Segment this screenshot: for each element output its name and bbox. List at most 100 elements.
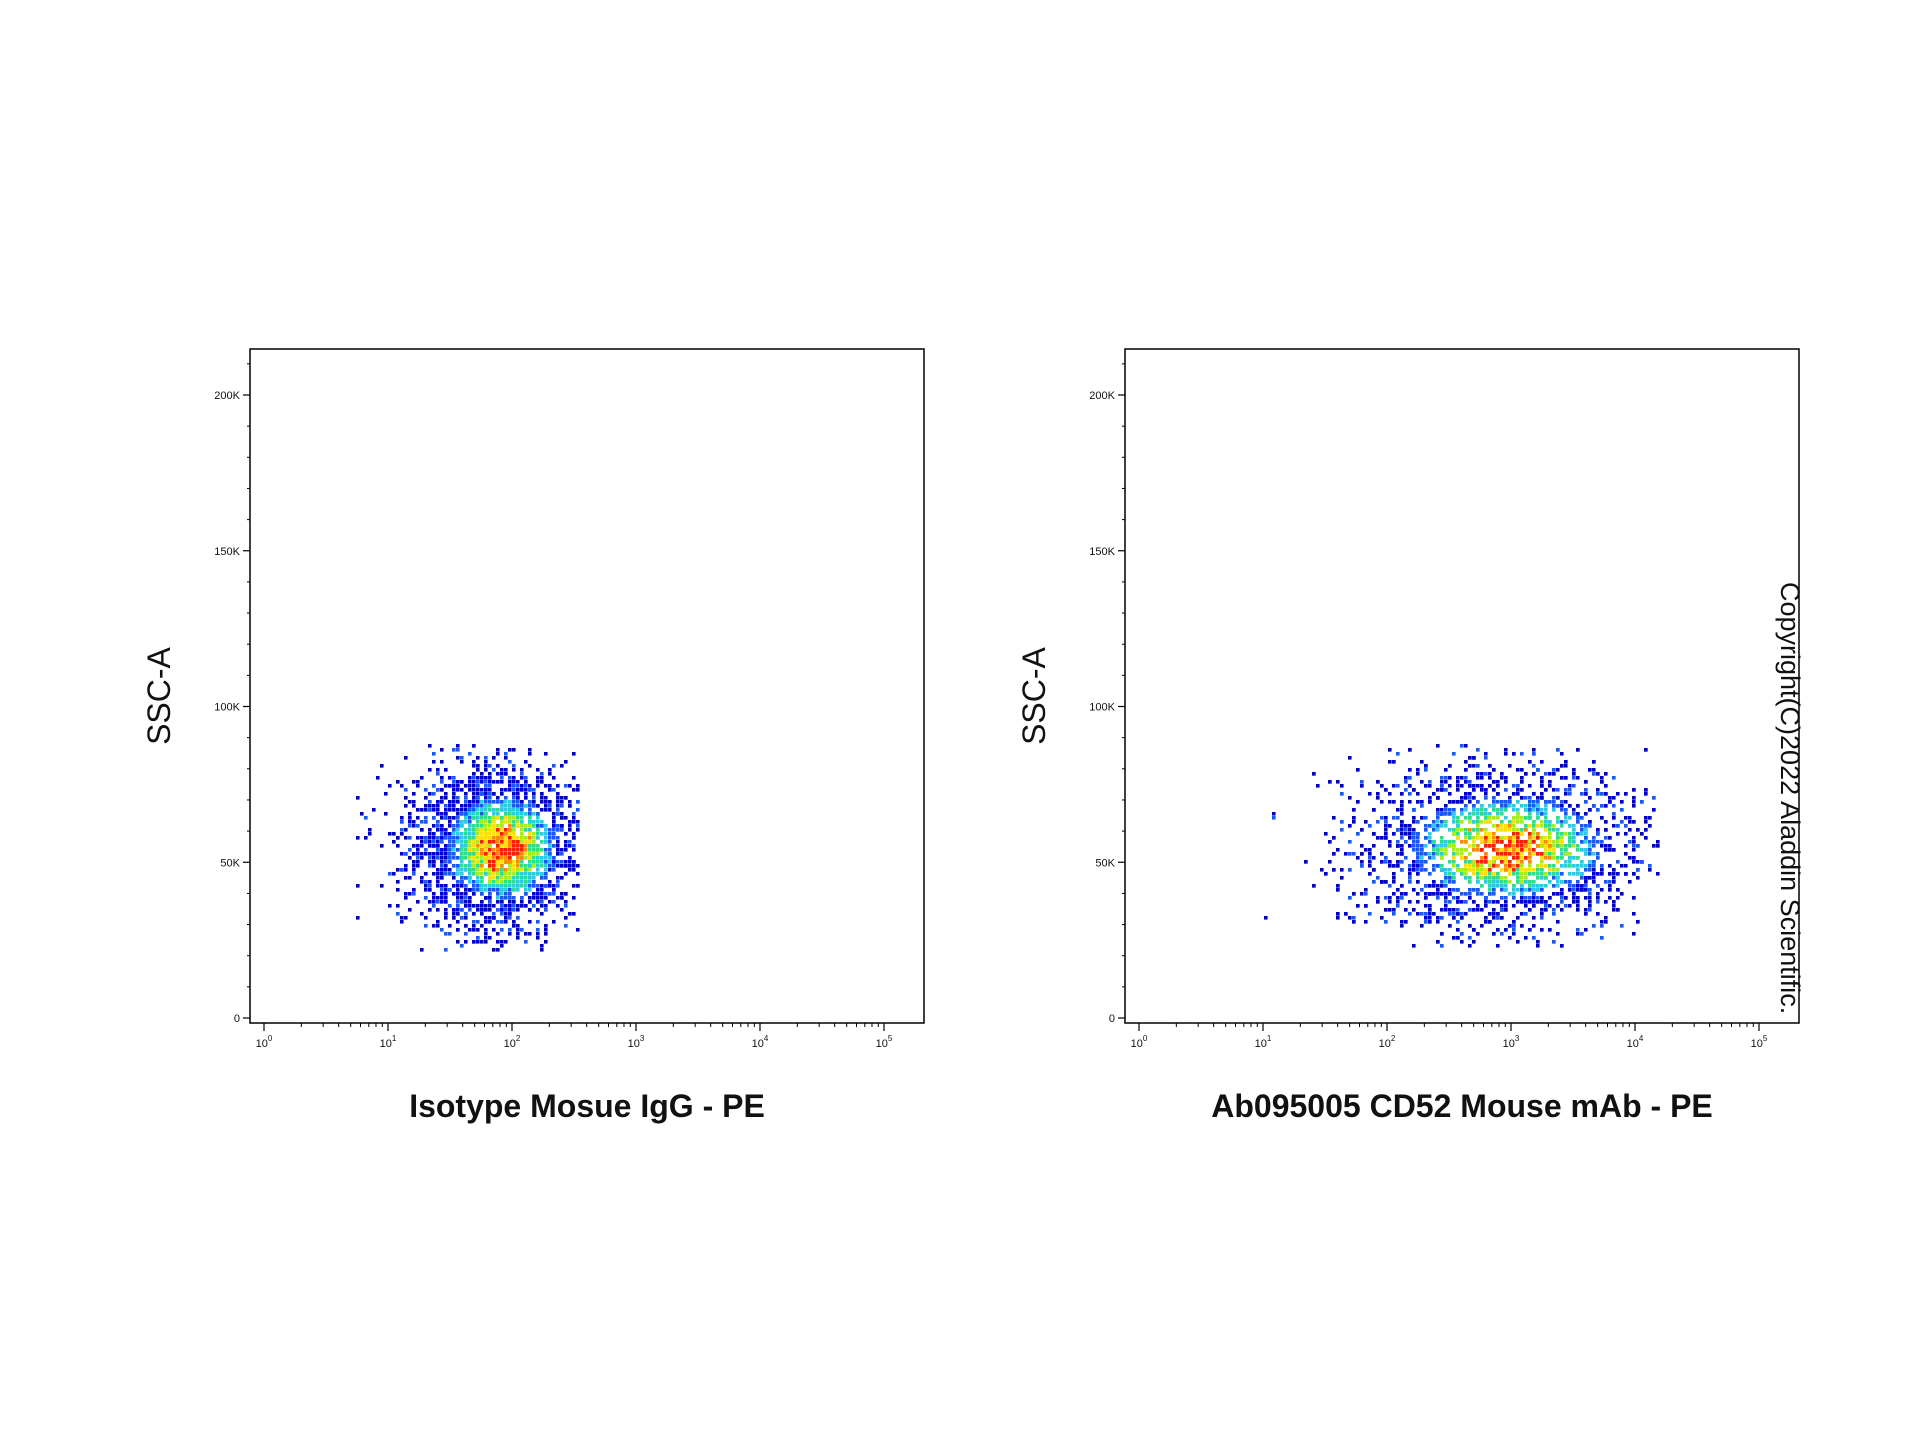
cd52-event-dot — [1560, 752, 1564, 756]
cd52-event-dot — [1400, 860, 1404, 864]
cd52-event-dot — [1484, 796, 1488, 800]
cd52-event-dot — [1512, 824, 1516, 828]
cd52-event-dot — [1556, 868, 1560, 872]
isotype-event-dot — [536, 884, 540, 888]
cd52-event-dot — [1428, 780, 1432, 784]
isotype-event-dot — [440, 860, 444, 864]
isotype-event-dot — [544, 932, 548, 936]
isotype-event-dot — [524, 812, 528, 816]
isotype-event-dot — [536, 836, 540, 840]
isotype-event-dot — [508, 812, 512, 816]
isotype-event-dot — [508, 892, 512, 896]
cd52-event-dot — [1364, 888, 1368, 892]
cd52-event-dot — [1588, 868, 1592, 872]
isotype-event-dot — [476, 872, 480, 876]
cd52-event-dot — [1592, 804, 1596, 808]
isotype-y-tick-label: 150K — [214, 546, 240, 558]
cd52-event-dot — [1340, 820, 1344, 824]
isotype-event-dot — [464, 940, 468, 944]
cd52-event-dot — [1548, 836, 1552, 840]
cd52-event-dot — [1556, 836, 1560, 840]
cd52-event-dot — [1560, 840, 1564, 844]
isotype-event-dot — [516, 872, 520, 876]
cd52-event-dot — [1524, 904, 1528, 908]
isotype-y-tick-label: 100K — [214, 702, 240, 714]
isotype-event-dot — [516, 876, 520, 880]
isotype-event-dot — [484, 816, 488, 820]
isotype-event-dot — [520, 848, 524, 852]
isotype-event-dot — [520, 852, 524, 856]
cd52-event-dot — [1516, 916, 1520, 920]
isotype-event-dot — [488, 888, 492, 892]
isotype-event-dot — [516, 856, 520, 860]
cd52-event-dot — [1452, 820, 1456, 824]
cd52-event-dot — [1504, 844, 1508, 848]
isotype-event-dot — [548, 852, 552, 856]
cd52-event-dot — [1608, 800, 1612, 804]
cd52-event-dot — [1380, 916, 1384, 920]
isotype-event-dot — [524, 828, 528, 832]
cd52-event-dot — [1576, 872, 1580, 876]
cd52-event-dot — [1568, 852, 1572, 856]
cd52-event-dot — [1616, 908, 1620, 912]
cd52-event-dot — [1424, 824, 1428, 828]
isotype-event-dot — [484, 788, 488, 792]
isotype-event-dot — [488, 896, 492, 900]
cd52-event-dot — [1516, 784, 1520, 788]
isotype-event-dot — [416, 824, 420, 828]
cd52-event-dot — [1536, 868, 1540, 872]
cd52-event-dot — [1544, 856, 1548, 860]
cd52-event-dot — [1408, 880, 1412, 884]
isotype-event-dot — [572, 836, 576, 840]
isotype-event-dot — [552, 812, 556, 816]
cd52-event-dot — [1364, 892, 1368, 896]
isotype-event-dot — [484, 804, 488, 808]
cd52-event-dot — [1568, 816, 1572, 820]
cd52-event-dot — [1488, 812, 1492, 816]
isotype-event-dot — [476, 848, 480, 852]
cd52-event-dot — [1448, 900, 1452, 904]
isotype-event-dot — [412, 888, 416, 892]
isotype-event-dot — [424, 848, 428, 852]
cd52-event-dot — [1548, 824, 1552, 828]
cd52-event-dot — [1504, 748, 1508, 752]
cd52-event-dot — [1436, 864, 1440, 868]
isotype-event-dot — [380, 844, 384, 848]
isotype-event-dot — [492, 864, 496, 868]
cd52-event-dot — [1464, 796, 1468, 800]
isotype-event-dot — [520, 768, 524, 772]
cd52-event-dot — [1544, 808, 1548, 812]
cd52-event-dot — [1584, 864, 1588, 868]
cd52-event-dot — [1436, 892, 1440, 896]
cd52-event-dot — [1512, 924, 1516, 928]
isotype-event-dot — [556, 824, 560, 828]
isotype-event-dot — [444, 796, 448, 800]
cd52-event-dot — [1596, 900, 1600, 904]
cd52-event-dot — [1612, 900, 1616, 904]
isotype-event-dot — [484, 932, 488, 936]
cd52-event-dot — [1472, 820, 1476, 824]
isotype-event-dot — [460, 864, 464, 868]
isotype-event-dot — [484, 848, 488, 852]
cd52-event-dot — [1492, 816, 1496, 820]
cd52-event-dot — [1376, 896, 1380, 900]
cd52-event-dot — [1608, 884, 1612, 888]
cd52-event-dot — [1340, 876, 1344, 880]
cd52-event-dot — [1452, 908, 1456, 912]
cd52-event-dot — [1544, 816, 1548, 820]
cd52-event-dot — [1568, 860, 1572, 864]
cd52-event-dot — [1508, 860, 1512, 864]
cd52-event-dot — [1556, 820, 1560, 824]
cd52-event-dot — [1468, 832, 1472, 836]
isotype-event-dot — [560, 800, 564, 804]
isotype-event-dot — [568, 860, 572, 864]
isotype-event-dot — [524, 872, 528, 876]
cd52-event-dot — [1488, 880, 1492, 884]
isotype-event-dot — [476, 784, 480, 788]
cd52-event-dot — [1536, 824, 1540, 828]
cd52-event-dot — [1500, 908, 1504, 912]
cd52-event-dot — [1456, 776, 1460, 780]
cd52-event-dot — [1596, 772, 1600, 776]
cd52-event-dot — [1472, 804, 1476, 808]
isotype-event-dot — [492, 824, 496, 828]
